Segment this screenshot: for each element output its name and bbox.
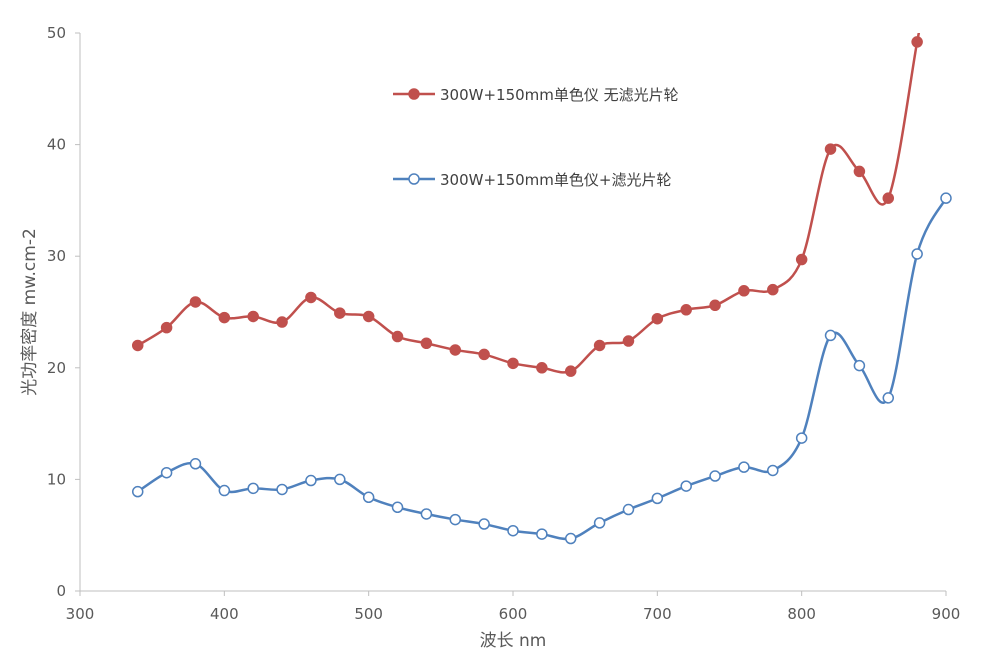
y-tick-label: 50 [47, 24, 66, 42]
y-tick-label: 30 [47, 247, 66, 265]
data-point [218, 311, 231, 324]
data-point [824, 329, 837, 342]
data-point [709, 299, 721, 312]
x-tick-label: 800 [787, 605, 816, 623]
data-point [680, 304, 692, 316]
data-point [449, 344, 462, 356]
data-point [362, 491, 375, 504]
data-point [247, 310, 259, 323]
data-point [824, 143, 837, 155]
data-point [160, 321, 173, 334]
data-point [334, 473, 346, 486]
data-point [391, 501, 404, 514]
data-point [334, 307, 346, 319]
x-tick-label: 600 [499, 605, 528, 623]
data-point [420, 508, 433, 520]
data-point [738, 461, 750, 473]
legend-marker [408, 88, 420, 100]
data-point [911, 36, 923, 48]
legend-marker [408, 173, 420, 185]
data-point [305, 291, 317, 304]
data-point [507, 357, 519, 370]
data-point [507, 524, 519, 537]
data-point [709, 470, 721, 482]
data-point [651, 312, 664, 325]
axes: 0 10 20 30 40 50 300 400 500 600 700 800 900 [47, 24, 960, 623]
data-point [536, 362, 548, 374]
plot-area [131, 33, 952, 545]
data-point [536, 528, 548, 540]
data-point [276, 483, 288, 496]
data-point [853, 165, 866, 178]
legend-label: 300W+150mm单色仪+滤光片轮 [440, 171, 671, 189]
data-point [911, 248, 923, 260]
x-tick-label: 900 [932, 605, 961, 623]
legend: 300W+150mm单色仪 无滤光片轮 300W+150mm单色仪+滤光片轮 [393, 86, 679, 189]
data-point [449, 513, 462, 526]
data-point [882, 392, 895, 404]
x-tick-label: 500 [354, 605, 383, 623]
x-tick-label: 300 [66, 605, 95, 623]
data-point [131, 485, 144, 498]
data-point [795, 432, 808, 444]
data-point [940, 192, 952, 204]
data-point [131, 339, 144, 352]
data-point [651, 492, 664, 505]
data-point [853, 359, 866, 372]
y-axis-title: 光功率密度 mw.cm-2 [20, 228, 40, 396]
y-tick-label: 0 [56, 582, 66, 600]
data-point [478, 348, 490, 361]
x-tick-label: 700 [643, 605, 672, 623]
data-point [362, 310, 375, 323]
legend-label: 300W+150mm单色仪 无滤光片轮 [440, 86, 679, 104]
data-point [160, 466, 173, 479]
data-point [882, 192, 895, 204]
data-point [593, 517, 606, 529]
data-point [189, 296, 202, 308]
data-point [564, 532, 577, 545]
data-point [189, 458, 202, 470]
x-tick-label: 400 [210, 605, 239, 623]
data-point [218, 484, 231, 497]
y-tick-label: 40 [47, 136, 66, 154]
y-tick-label: 20 [47, 359, 66, 377]
y-tick-label: 10 [47, 470, 66, 488]
data-point [420, 337, 433, 349]
data-point [680, 480, 692, 492]
data-point [738, 285, 750, 297]
data-point [564, 365, 577, 377]
x-axis-title: 波长 nm [480, 631, 547, 651]
series-2 [131, 192, 952, 545]
data-point [305, 474, 317, 487]
data-point [767, 464, 779, 477]
data-point [767, 283, 779, 296]
data-point [795, 253, 808, 266]
data-point [622, 335, 635, 347]
data-point [622, 503, 635, 516]
data-point [391, 330, 404, 343]
data-point [593, 339, 606, 352]
data-point [247, 482, 259, 495]
data-point [478, 518, 490, 530]
data-point [276, 316, 288, 328]
series-1 [131, 33, 923, 377]
